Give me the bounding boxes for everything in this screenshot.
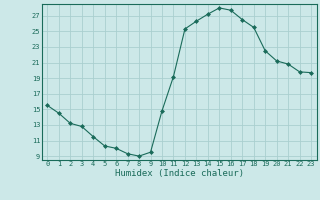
X-axis label: Humidex (Indice chaleur): Humidex (Indice chaleur) bbox=[115, 169, 244, 178]
